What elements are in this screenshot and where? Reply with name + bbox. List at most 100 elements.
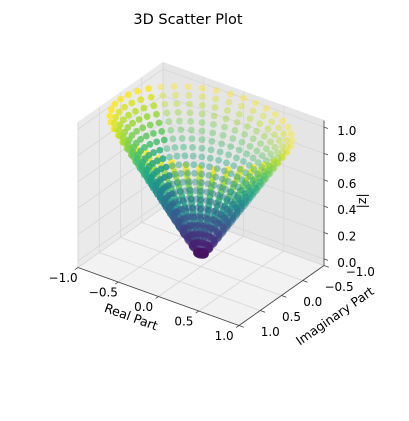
scatter-point	[255, 177, 263, 185]
scatter-point	[177, 170, 185, 177]
scatter-point	[272, 111, 279, 118]
scatter-point	[257, 181, 265, 188]
scatter-point	[150, 102, 158, 110]
scatter-point	[192, 221, 200, 229]
scatter-point	[231, 191, 238, 198]
scatter-point	[260, 132, 268, 140]
scatter-point	[191, 178, 199, 186]
scatter-point	[184, 83, 192, 91]
scatter-point	[209, 129, 217, 137]
scatter-point	[193, 230, 201, 238]
scatter-point	[220, 228, 227, 235]
scatter-point	[202, 238, 210, 246]
scatter-point	[180, 225, 188, 233]
scatter-point	[185, 237, 193, 245]
z-tick-mark	[323, 126, 329, 129]
scatter-point	[227, 198, 235, 206]
scatter-point	[213, 165, 221, 173]
scatter-point	[216, 183, 224, 191]
scatter-point	[141, 143, 149, 151]
scatter-point	[181, 187, 189, 195]
scatter-point	[197, 230, 205, 238]
scatter-point	[219, 223, 227, 231]
scatter-point	[210, 236, 218, 244]
scatter-point	[176, 217, 183, 225]
scatter-point	[209, 229, 217, 237]
scatter-point	[243, 196, 250, 204]
scatter-point	[143, 113, 151, 120]
scatter-point	[194, 250, 202, 258]
scatter-point	[157, 165, 165, 173]
scatter-point	[186, 187, 194, 194]
scatter-point	[210, 207, 218, 215]
scatter-point	[125, 111, 132, 119]
scatter-point	[205, 171, 213, 179]
z-tick-mark	[323, 179, 329, 182]
scatter-point	[193, 248, 201, 256]
tick-labels: −1.0−0.50.00.51.0−1.0−0.50.00.51.00.00.2…	[49, 124, 375, 343]
scatter-point	[168, 162, 176, 170]
scatter-point	[210, 226, 218, 234]
scatter-point	[205, 238, 213, 246]
scatter-point	[224, 220, 232, 228]
scatter-point	[264, 171, 272, 179]
scatter-point	[158, 128, 166, 135]
scatter-point	[203, 242, 211, 250]
scatter-point	[262, 157, 270, 164]
scatter-point	[237, 102, 245, 110]
scatter-point	[279, 117, 287, 125]
scatter-point	[202, 231, 209, 239]
scatter-point	[220, 225, 227, 232]
scatter-point	[226, 90, 234, 98]
scatter-point	[260, 177, 268, 184]
scatter-point	[240, 158, 247, 165]
scatter-point	[233, 211, 241, 218]
scatter-point	[270, 158, 278, 165]
scatter-point	[262, 174, 269, 182]
x-tick-label: −0.5	[89, 286, 118, 300]
y-tick-mark	[323, 265, 329, 268]
scatter-point	[112, 113, 120, 121]
scatter-point	[183, 195, 191, 203]
scatter-point	[284, 142, 291, 150]
scatter-point	[181, 214, 189, 222]
grid-line-z-left	[77, 121, 164, 183]
scatter-point	[284, 123, 292, 131]
scatter-point	[211, 238, 219, 246]
scatter-point	[213, 228, 221, 236]
scatter-point	[115, 108, 123, 116]
scatter-point	[242, 199, 250, 207]
scatter-point	[224, 107, 231, 114]
scatter-point	[187, 118, 195, 125]
scatter-point	[189, 244, 197, 251]
scatter-point	[179, 215, 187, 223]
scatter-point	[198, 162, 206, 169]
scatter-point	[275, 124, 283, 132]
scatter-point	[177, 126, 185, 134]
scatter-point	[228, 216, 236, 224]
scatter-point	[221, 123, 228, 131]
scatter-point	[238, 202, 246, 210]
scatter-point	[117, 95, 124, 103]
scatter-point	[190, 161, 198, 169]
scatter-point	[185, 178, 193, 186]
scatter-point	[196, 247, 203, 254]
scatter-point	[159, 155, 167, 163]
scatter-point	[213, 87, 220, 94]
scatter-point	[244, 192, 252, 200]
scatter-point	[199, 239, 206, 247]
scatter-point	[184, 213, 192, 221]
x-tick-label: 0.5	[174, 315, 193, 329]
scatter-point	[209, 235, 217, 243]
scatter-point	[198, 170, 206, 178]
scatter-point	[269, 165, 277, 173]
scatter-point	[231, 127, 239, 134]
scatter-point	[167, 126, 175, 134]
scatter-point	[208, 241, 216, 249]
scatter-point	[198, 204, 205, 212]
scatter-point	[237, 205, 245, 213]
scatter-point	[200, 222, 208, 230]
scatter-point	[121, 103, 128, 111]
scatter-point	[206, 163, 213, 171]
scatter-point	[142, 132, 150, 140]
